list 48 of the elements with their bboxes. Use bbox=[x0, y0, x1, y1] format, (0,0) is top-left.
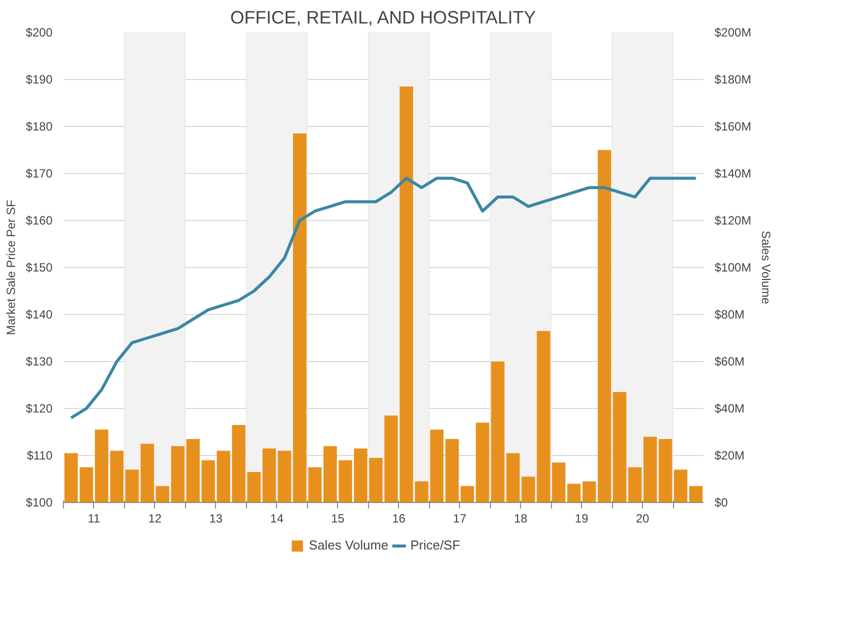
y-tick-label: $190 bbox=[26, 72, 53, 86]
x-tick-label: 15 bbox=[331, 512, 345, 526]
y2-tick-label: $20M bbox=[714, 448, 745, 462]
y-tick-label: $180 bbox=[26, 120, 53, 134]
bar bbox=[186, 439, 200, 502]
y-tick-label: $120 bbox=[26, 402, 53, 416]
x-tick-label: 16 bbox=[392, 512, 406, 526]
chart-title: OFFICE, RETAIL, AND HOSPITALITY bbox=[230, 8, 536, 28]
bar bbox=[522, 476, 535, 502]
y-tick-label: $160 bbox=[26, 214, 53, 228]
y-tick-label: $150 bbox=[26, 260, 53, 274]
x-tick-label: 13 bbox=[209, 512, 223, 526]
x-tick-label: 14 bbox=[270, 512, 284, 526]
x-tick-label: 18 bbox=[514, 512, 528, 526]
y2-tick-label: $100M bbox=[714, 260, 752, 274]
bar bbox=[247, 472, 261, 502]
y2-axis-title: Sales Volume bbox=[759, 230, 774, 305]
y2-tick-label: $0 bbox=[714, 496, 728, 510]
y-tick-label: $140 bbox=[26, 308, 53, 322]
y2-tick-label: $200M bbox=[714, 26, 752, 40]
x-tick-label: 17 bbox=[453, 512, 467, 526]
bar bbox=[567, 484, 581, 502]
legend-label: Sales Volume bbox=[308, 538, 388, 552]
x-tick-label: 12 bbox=[148, 512, 162, 526]
x-tick-label: 20 bbox=[636, 512, 650, 526]
y-tick-label: $110 bbox=[26, 448, 53, 462]
y-tick-label: $130 bbox=[26, 354, 53, 368]
y2-tick-label: $180M bbox=[714, 72, 752, 86]
x-tick-label: 19 bbox=[574, 512, 589, 526]
bar bbox=[216, 450, 230, 502]
bar bbox=[506, 453, 520, 502]
bar bbox=[552, 462, 566, 502]
x-tick-label: 11 bbox=[88, 512, 101, 526]
bar bbox=[202, 460, 215, 502]
legend-label: Price/SF bbox=[410, 538, 460, 552]
y2-tick-label: $160M bbox=[714, 120, 752, 134]
bar bbox=[536, 330, 550, 502]
y2-tick-label: $40M bbox=[714, 402, 745, 416]
y-tick-label: $170 bbox=[26, 166, 53, 180]
line-series bbox=[70, 176, 698, 420]
y2-tick-label: $80M bbox=[714, 308, 745, 322]
y-tick-label: $100 bbox=[26, 496, 53, 510]
y2-tick-label: $120M bbox=[714, 214, 752, 228]
y-tick-label: $200 bbox=[26, 26, 53, 40]
bar bbox=[232, 424, 246, 502]
y2-tick-label: $60M bbox=[714, 354, 745, 368]
y2-tick-label: $140M bbox=[714, 166, 752, 180]
y-axis-title: Market Sale Price Per SF bbox=[4, 200, 18, 336]
